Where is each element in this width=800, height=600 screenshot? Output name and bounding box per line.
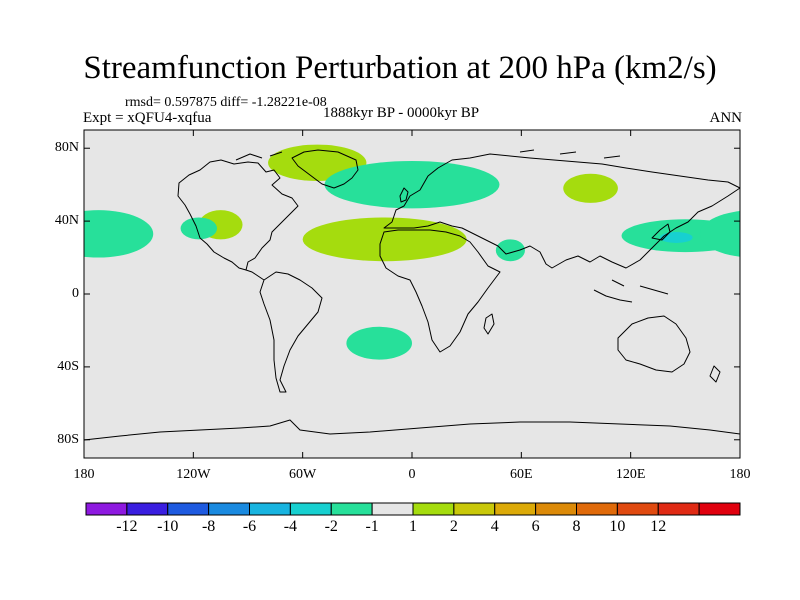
coast-madagascar [483, 313, 495, 335]
anomaly-west-russia-positive [563, 173, 618, 203]
colorbar-label: -2 [324, 518, 338, 535]
coast-arctic-islands [235, 149, 621, 161]
colorbar-label: 1 [409, 518, 417, 535]
coast-eurasia [383, 153, 741, 269]
anomaly-north-pacific-negative [84, 210, 154, 258]
lat-tick-label: 80S [57, 431, 79, 447]
lon-tick-label: 60E [510, 467, 533, 482]
colorbar-swatch [208, 502, 250, 516]
colorbar-label: -4 [283, 518, 298, 535]
coast-australia [617, 315, 691, 373]
stats-line: rmsd= 0.597875 diff= -1.28221e-08 [125, 95, 327, 110]
colorbar-swatch [371, 502, 414, 516]
coast-antarctica [83, 419, 741, 441]
colorbar-label: 4 [490, 518, 499, 535]
coast-japan [651, 223, 671, 241]
lon-tick-label: 180 [729, 467, 751, 482]
tick-marks [83, 130, 741, 458]
colorbar-label: 2 [449, 518, 458, 535]
experiment-label: Expt = xQFU4-xqfua [83, 110, 212, 126]
lon-tick-label: 60W [289, 467, 317, 482]
season-label: ANN [709, 110, 743, 126]
colorbar-label: 6 [531, 518, 540, 535]
colorbar [85, 502, 741, 516]
colorbar-swatch [576, 502, 618, 516]
lon-tick-label: 180 [73, 467, 95, 482]
coast-greenland [291, 149, 359, 189]
anomaly-north-pacific-negative-wrap [699, 211, 740, 257]
coast-new-zealand [709, 365, 721, 383]
coast-indonesia [593, 279, 669, 303]
coastlines [83, 149, 741, 441]
anomaly-japan-negative-core [659, 232, 693, 243]
anomaly-caribbean-negative [180, 217, 218, 240]
colorbar-swatch [249, 502, 291, 516]
anomaly-scandinavia-negative [324, 160, 500, 209]
lat-tick-label: 40S [57, 358, 79, 374]
coast-south-america [259, 271, 323, 393]
coast-north-america [177, 159, 299, 271]
colorbar-swatch [494, 502, 537, 516]
colorbar-swatch [698, 502, 741, 516]
coast-british-isles [399, 187, 409, 203]
colorbar-label: -12 [116, 518, 138, 535]
coast-africa [379, 229, 501, 353]
lon-tick-label: 0 [408, 467, 416, 482]
colorbar-label: -10 [157, 518, 179, 535]
colorbar-swatch [657, 502, 700, 516]
colorbar-swatch [85, 502, 128, 516]
colorbar-label: 12 [650, 518, 667, 535]
colorbar-swatch [412, 502, 455, 516]
colorbar-swatch [167, 502, 210, 516]
colorbar-label: -6 [242, 518, 257, 535]
period-label: 1888kyr BP - 0000kyr BP [323, 105, 480, 121]
coast-central-america [245, 269, 265, 281]
anomaly-north-atlantic-positive [302, 217, 467, 262]
lat-tick-label: 40N [54, 213, 79, 229]
colorbar-label: 8 [572, 518, 581, 535]
lon-tick-label: 120W [176, 467, 211, 482]
colorbar-label: -1 [365, 518, 379, 535]
colorbar-swatch [330, 502, 373, 516]
anomaly-arabia-negative [495, 239, 525, 262]
lat-tick-label: 0 [72, 286, 79, 301]
colorbar-swatch [616, 502, 659, 516]
colorbar-swatch [289, 502, 332, 516]
figure-title: Streamfunction Perturbation at 200 hPa (… [83, 50, 717, 86]
lon-tick-label: 120E [615, 467, 646, 482]
anomaly-layer [84, 144, 740, 360]
colorbar-label: -8 [201, 518, 216, 535]
colorbar-swatch [535, 502, 577, 516]
lat-tick-label: 80N [54, 140, 79, 156]
anomaly-south-atlantic-negative [346, 326, 413, 360]
colorbar-label: 10 [609, 518, 626, 535]
colorbar-swatch [453, 502, 496, 516]
colorbar-swatch [126, 502, 169, 516]
